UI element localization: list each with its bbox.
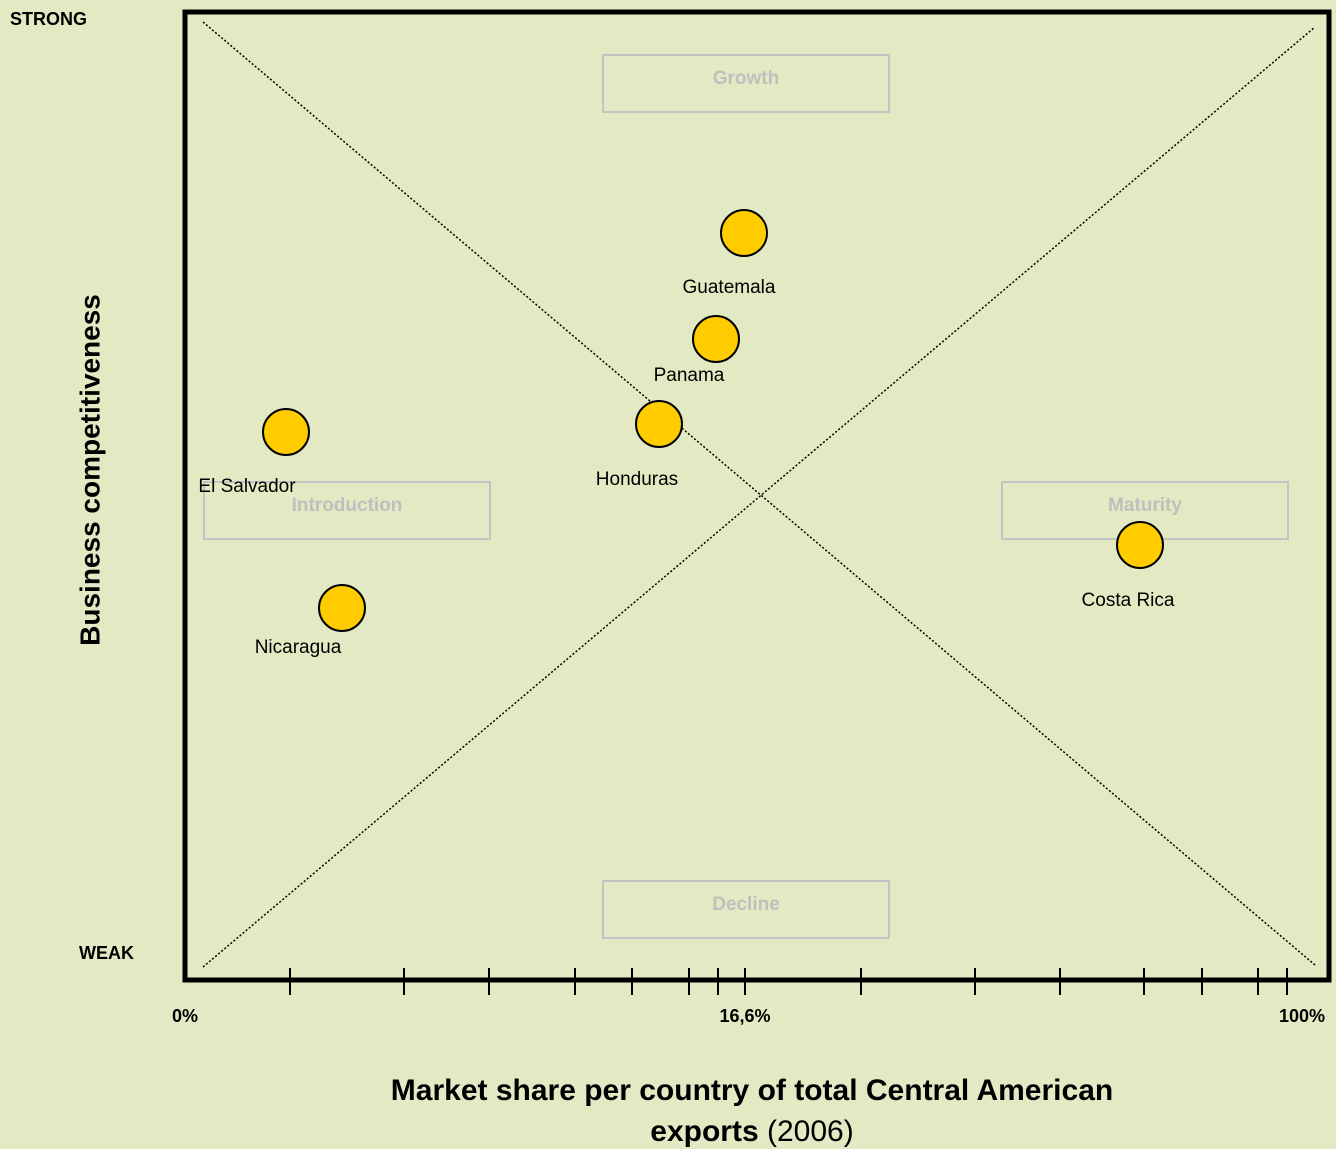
phase-box (203, 481, 491, 540)
country-bubble (1116, 521, 1164, 569)
country-bubble (692, 315, 740, 363)
phase-label: Decline (712, 894, 780, 915)
country-label: Guatemala (683, 277, 776, 298)
x-title: exports (2006) (650, 1115, 853, 1148)
country-bubble (720, 209, 768, 257)
y-bottom-label: WEAK (79, 943, 134, 963)
y-title: Business competitiveness (74, 294, 105, 646)
y-top-label: STRONG (10, 9, 87, 29)
frame (182, 9, 1332, 983)
phases: Growth Introduction Maturity Decline (203, 54, 1289, 939)
diagonal (202, 21, 1316, 966)
country-label: Nicaragua (255, 637, 342, 658)
phase-label: Growth (713, 68, 780, 89)
x-title-bold: exports (650, 1115, 758, 1148)
x-label: 16,6% (719, 1006, 770, 1026)
country-bubble (262, 408, 310, 456)
country-label: Costa Rica (1082, 590, 1175, 611)
country-label: Panama (654, 365, 725, 386)
x-title: Market share per country of total Centra… (391, 1074, 1113, 1107)
country-bubble (318, 584, 366, 632)
country-label: El Salvador (198, 476, 296, 497)
country-label: Honduras (596, 469, 678, 490)
phase-box (602, 54, 890, 113)
nodes: Guatemala Panama Honduras El Salvador Nicara… (198, 209, 1175, 658)
ticks (289, 968, 1288, 995)
diagonal (202, 26, 1316, 968)
phase-label: Introduction (292, 495, 403, 516)
x-title-note: (2006) (767, 1115, 854, 1148)
x-label: 0% (172, 1006, 198, 1026)
country-bubble (635, 400, 683, 448)
x-label: 100% (1279, 1006, 1325, 1026)
phase-label: Maturity (1108, 495, 1182, 516)
phase-box (602, 880, 890, 939)
